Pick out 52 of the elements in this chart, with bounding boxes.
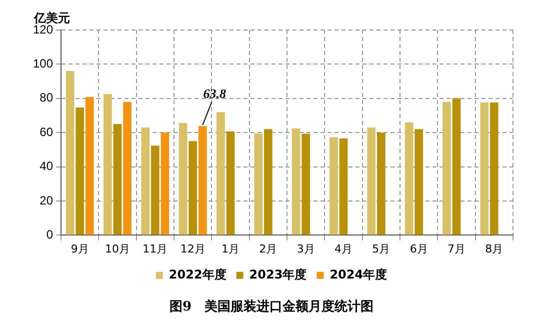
bar: [367, 127, 376, 235]
x-tick-label: 8月: [485, 242, 504, 256]
y-tick-label: 80: [40, 90, 54, 105]
bar: [85, 97, 94, 235]
y-tick-label: 0: [46, 228, 54, 242]
bar: [113, 124, 122, 235]
y-tick-label: 20: [40, 193, 54, 208]
text: 图9 美国服装进口金额月度统计图: [169, 298, 374, 315]
bar: [188, 141, 198, 235]
bar: [141, 127, 150, 235]
bar: [104, 94, 112, 235]
bar: [490, 102, 498, 235]
bar: [414, 129, 423, 235]
x-tick-label: 1月: [222, 242, 240, 256]
bar: [480, 102, 489, 235]
x-tick-label: 4月: [334, 242, 353, 256]
x-tick-label: 6月: [410, 242, 428, 256]
bar: [66, 71, 74, 235]
bar: [264, 129, 272, 235]
bar: [404, 122, 414, 235]
data-label: 63.8: [203, 86, 227, 101]
x-tick-label: 2月: [259, 242, 278, 256]
x-tick-label: 5月: [372, 242, 390, 256]
x-tick-label: 9月: [70, 242, 89, 256]
bar: [377, 132, 386, 235]
bar: [339, 138, 348, 235]
bar: [151, 146, 160, 235]
x-tick-label: 10月: [105, 242, 130, 256]
bar: [452, 98, 461, 235]
bar: [123, 102, 132, 235]
bar: [226, 131, 235, 235]
bar: [254, 133, 263, 235]
bar: [178, 123, 188, 235]
bar: [302, 134, 310, 235]
bar: [330, 137, 338, 235]
x-tick-label: 7月: [448, 242, 466, 256]
bar: [442, 102, 451, 235]
legend-label: 2023年度: [249, 268, 307, 282]
y-axis-title: 亿美元: [34, 10, 70, 25]
y-tick-label: 40: [40, 159, 54, 174]
x-tick-label: 12月: [180, 242, 206, 256]
bar: [76, 107, 84, 235]
bar: [216, 112, 225, 235]
legend-label: 2024年度: [330, 268, 388, 282]
x-tick-label: 11月: [142, 242, 168, 256]
x-tick-label: 3月: [296, 242, 315, 256]
y-tick-label: 100: [32, 56, 54, 71]
legend-label: 2022年度: [168, 268, 226, 282]
bar: [198, 126, 207, 235]
bar: [160, 132, 170, 235]
bar: [292, 128, 300, 235]
y-tick-label: 60: [40, 124, 54, 139]
